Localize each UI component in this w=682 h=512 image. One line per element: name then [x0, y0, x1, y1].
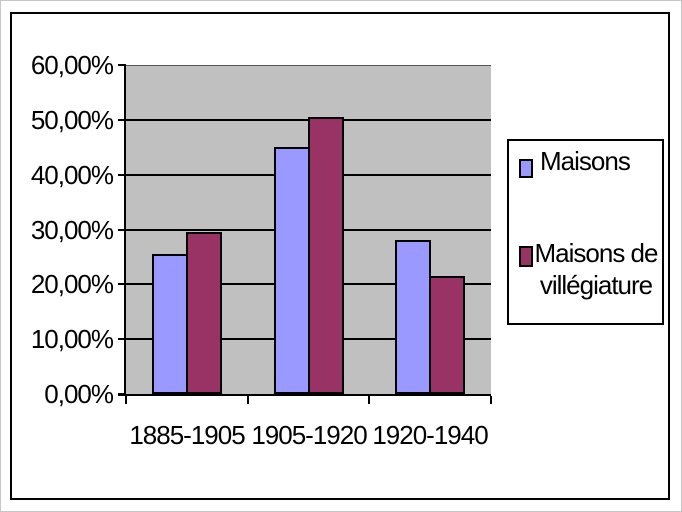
bar-maisons-de-villegiature-1905-1920: [308, 117, 344, 394]
legend-label-maisons: Maisons: [540, 146, 631, 176]
y-axis-tick-0: [118, 393, 126, 395]
y-axis-tick-3: [118, 228, 126, 231]
y-axis-tick-4: [118, 173, 126, 176]
y-axis-line: [124, 65, 126, 396]
y-axis-label-6: 60,00%: [30, 50, 114, 80]
x-axis-tick-0: [125, 396, 127, 404]
legend-swatch-maisons: [519, 159, 533, 178]
x-axis-label-1: 1905-1920: [251, 420, 367, 450]
x-axis-label-0: 1885-1905: [129, 420, 245, 450]
y-axis-label-2: 20,00%: [30, 269, 114, 300]
y-axis-tick-1: [118, 338, 126, 341]
bar-maisons-1920-1940: [395, 240, 431, 394]
legend: Maisons Maisons de villégiature: [507, 139, 664, 325]
legend-swatch-maisons-de-villegiature: [519, 246, 533, 267]
y-axis-label-4: 40,00%: [30, 159, 114, 190]
y-axis-tick-6: [118, 64, 126, 66]
y-axis-label-0: 0,00%: [44, 379, 114, 409]
bar-maisons-1885-1905: [152, 254, 188, 394]
y-axis-tick-5: [118, 118, 126, 121]
x-axis-tick-1: [247, 396, 249, 404]
bar-maisons-de-villegiature-1885-1905: [186, 232, 222, 394]
x-axis-tick-3: [490, 396, 492, 404]
legend-label-maisons-de-villegiature: Maisons de villégiature: [534, 238, 659, 300]
y-axis-label-3: 30,00%: [30, 214, 114, 245]
bar-maisons-de-villegiature-1920-1940: [429, 276, 465, 394]
x-axis-line: [118, 394, 491, 396]
bar-maisons-1905-1920: [274, 147, 310, 394]
y-axis-label-5: 50,00%: [30, 104, 114, 135]
x-axis-tick-2: [368, 396, 370, 404]
x-axis-label-2: 1920-1940: [372, 420, 488, 450]
y-axis-tick-2: [118, 283, 126, 286]
y-axis-label-1: 10,00%: [30, 324, 114, 355]
